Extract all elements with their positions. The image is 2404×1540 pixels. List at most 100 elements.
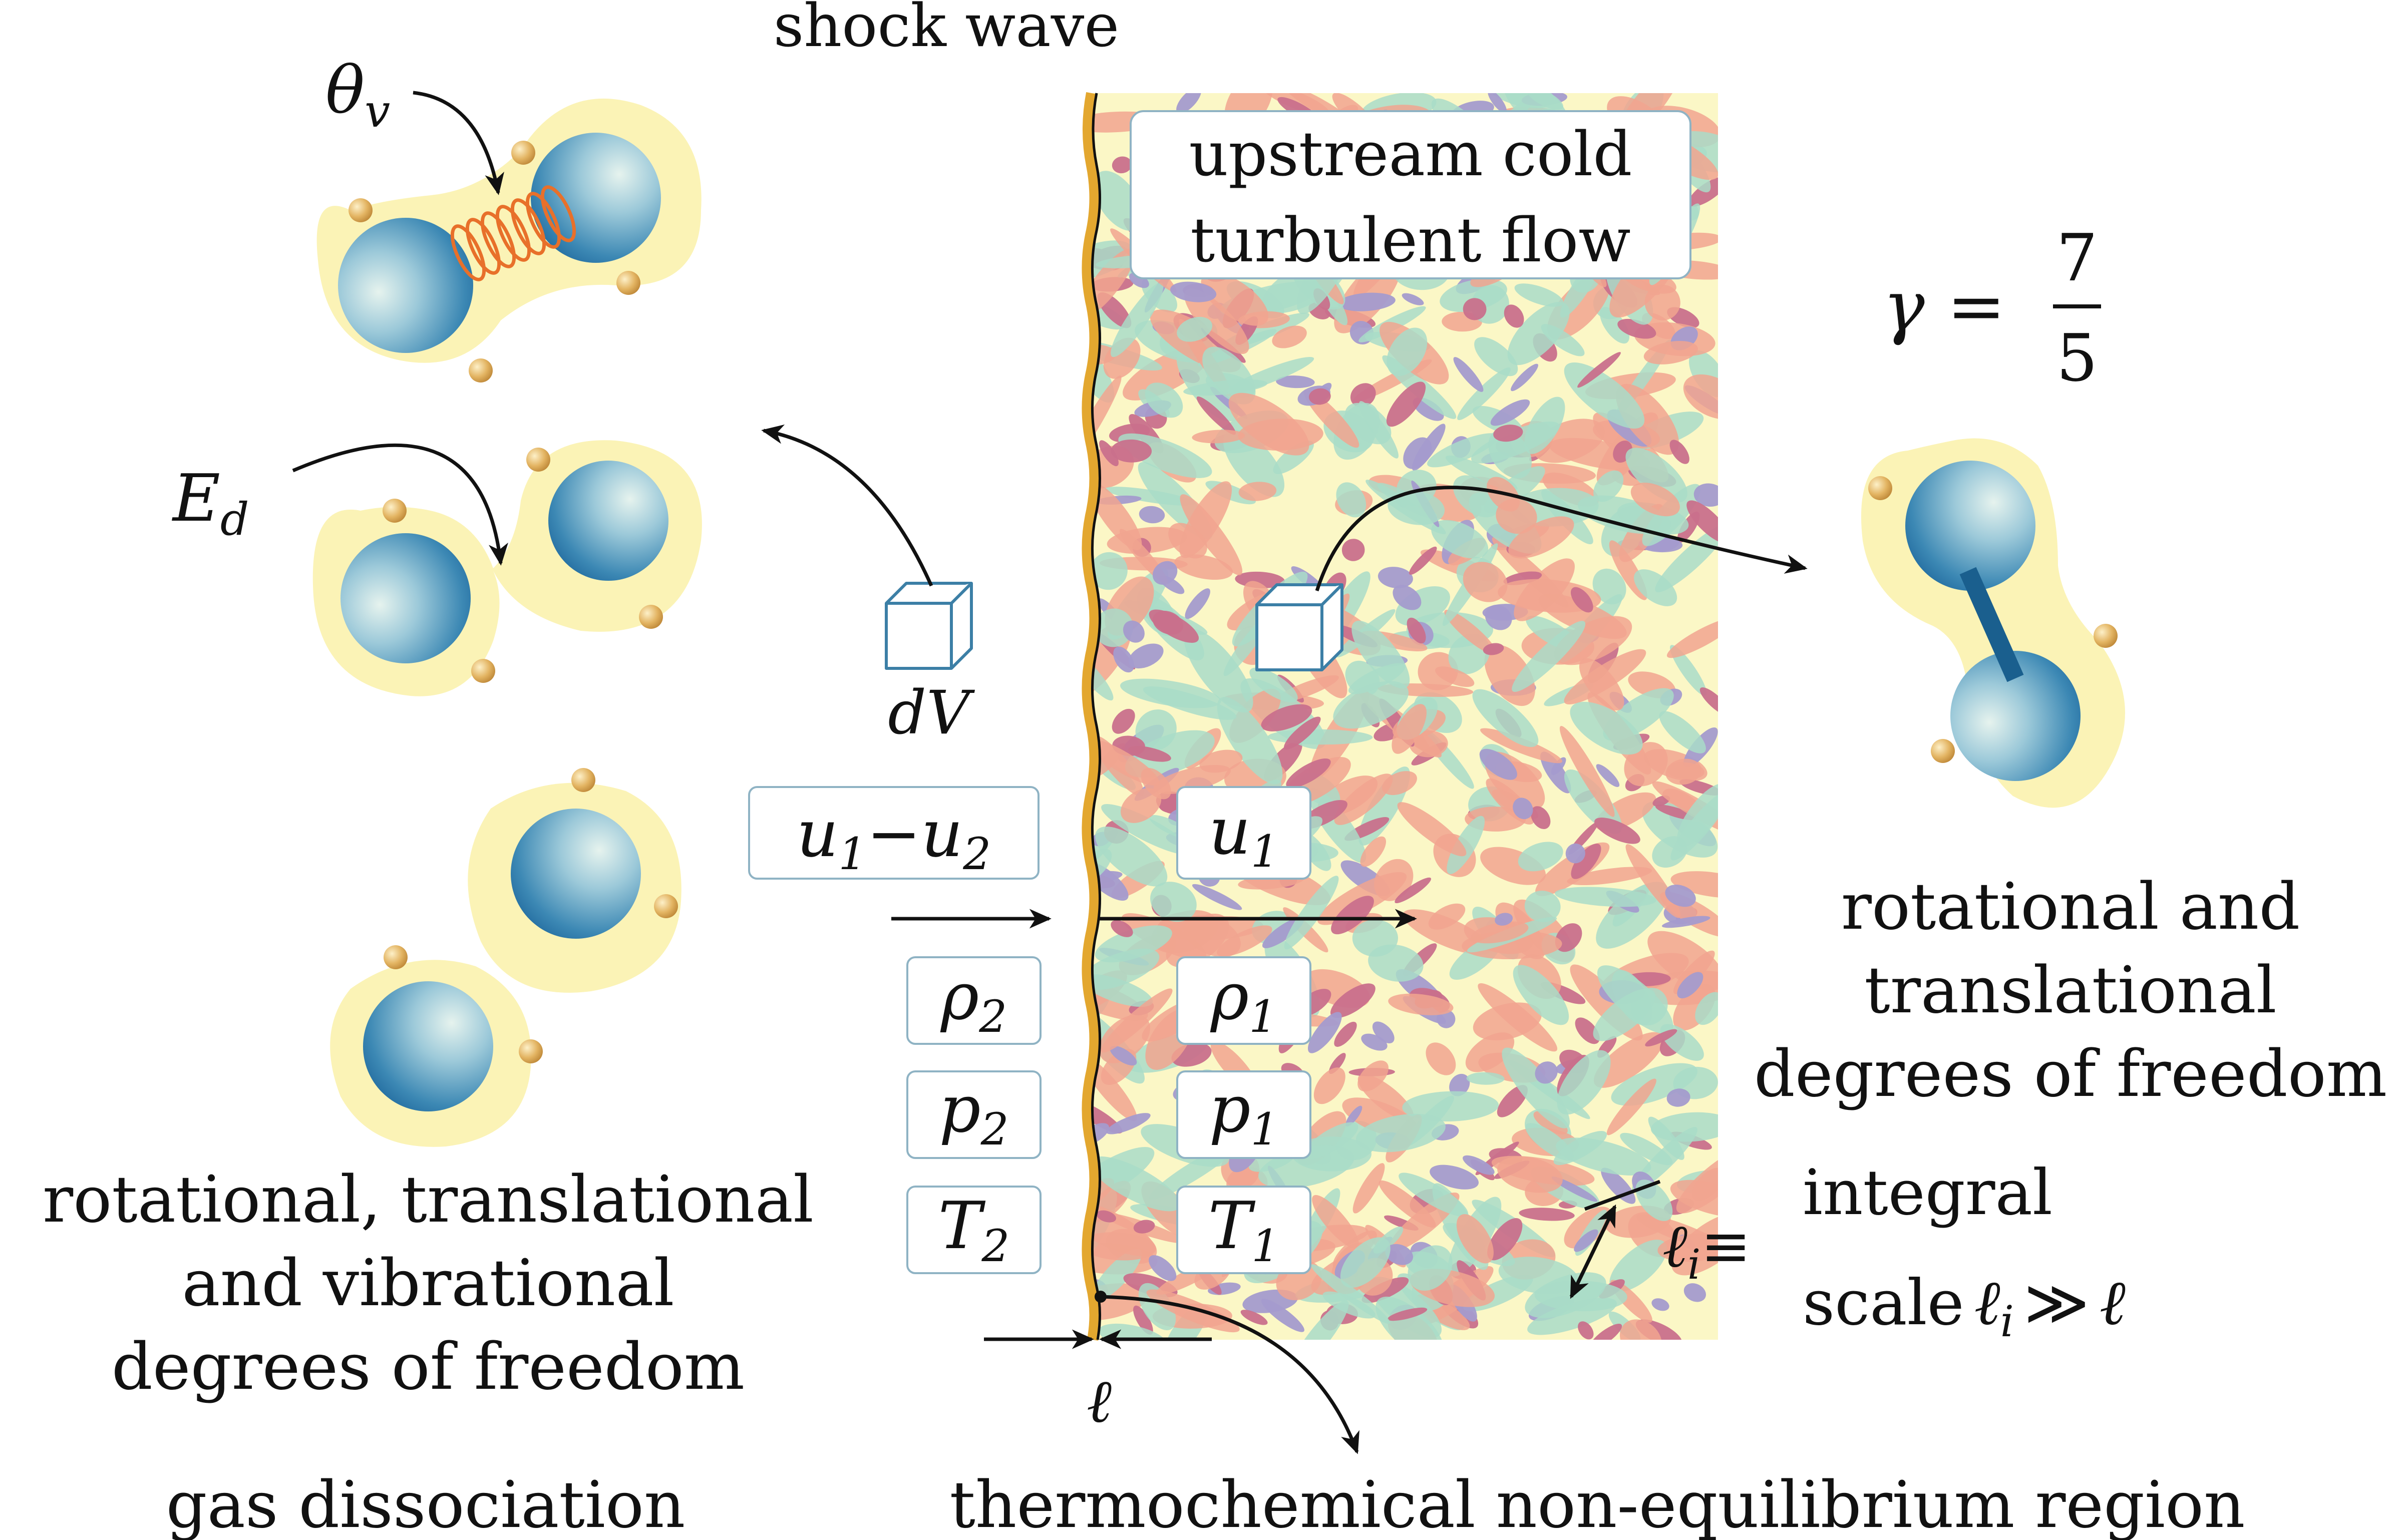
turbulence-blob [1395, 877, 1432, 904]
shock-wave-front [1082, 92, 1101, 1341]
turbulence-blob [1553, 1131, 1607, 1165]
turbulence-blob [1471, 921, 1529, 944]
turbulence-blob [1490, 399, 1530, 426]
u-diff-box: u1−u2 [748, 786, 1040, 880]
svg-text:p1: p1 [1209, 1071, 1278, 1155]
turbulence-blob [1488, 93, 1507, 113]
e-d-arrow [292, 443, 508, 566]
turbulence-blob [1402, 1091, 1499, 1121]
turbulence-blob [1387, 1307, 1428, 1321]
turbulence-blob [1666, 1088, 1690, 1107]
turbulence-blob [1426, 1042, 1456, 1075]
turbulence-blob [1360, 836, 1387, 867]
turbulence-blob [1340, 1237, 1391, 1288]
turbulence-blob [1599, 307, 1630, 344]
turbulence-blob [1249, 667, 1298, 702]
turbulence-blob [1495, 913, 1513, 926]
turbulence-blob [1463, 298, 1487, 320]
left-dof-line2: and vibrational [182, 1246, 674, 1321]
turbulence-blob [1606, 1078, 1656, 1135]
turbulence-blob [1457, 367, 1511, 421]
turbulence-blob [1217, 697, 1283, 785]
turbulence-blob [1463, 562, 1508, 602]
turbulence-blob [1589, 1324, 1622, 1340]
left-dof-line3: degrees of freedom [112, 1330, 745, 1404]
turbulence-blob [1388, 491, 1445, 525]
turbulence-blob [1513, 965, 1569, 1025]
turbulence-blob [1435, 666, 1475, 687]
turbulence-blob [1472, 689, 1539, 747]
turbulence-blob [1388, 993, 1454, 1015]
turbulence-blob [1101, 988, 1173, 1053]
turbulence-blob [1647, 931, 1718, 991]
turbulence-blob [1531, 806, 1551, 830]
turbulence-blob [1677, 972, 1703, 999]
turbulence-blob [1497, 1156, 1563, 1193]
integral-label: integral [1803, 1157, 2052, 1229]
turbulence-blob [1090, 1100, 1123, 1133]
shock-wave-label: shock wave [774, 0, 1120, 60]
turbulence-blob [1565, 843, 1585, 864]
turbulence-blob [1471, 421, 1560, 464]
turbulence-blob [1555, 887, 1656, 907]
turbulence-blob [1507, 301, 1570, 365]
turbulence-blob [1170, 281, 1217, 302]
turbulence-blob [1386, 381, 1426, 427]
turbulence-blob [1090, 1156, 1180, 1212]
turbulence-blob [1121, 788, 1162, 823]
shock-thickness-marker: ℓ [984, 1329, 1212, 1436]
turbulence-blob [1630, 483, 1680, 517]
turbulence-blob [1686, 500, 1718, 544]
gamma-symbol: γ = [1883, 266, 2005, 347]
volume-element-cube-icon [885, 582, 973, 670]
turbulence-blob [1113, 646, 1134, 673]
turbulence-blob [1692, 1168, 1718, 1201]
dissociating-molecule [312, 440, 702, 696]
turbulence-blob [1090, 482, 1142, 550]
turbulence-blob [1090, 1200, 1155, 1256]
turbulence-blob [1378, 567, 1413, 588]
turbulence-blob [1110, 1045, 1137, 1066]
turbulence-blob [1577, 352, 1621, 388]
turbulence-blob [1431, 520, 1489, 559]
upstream-label-line2: turbulent flow [1190, 205, 1630, 276]
turbulence-blob [1661, 916, 1710, 928]
turbulence-blob [1184, 629, 1253, 713]
turbulence-blob [1350, 383, 1376, 408]
turbulence-blob [1105, 487, 1196, 506]
turbulence-blob [1524, 891, 1561, 922]
turbulence-blob [1502, 1047, 1570, 1128]
turbulence-blob [1152, 561, 1178, 585]
theta-v-arrow [413, 91, 504, 195]
gamma-denominator: 5 [2056, 320, 2098, 396]
turbulence-blob [1112, 708, 1135, 734]
turbulence-blob [1227, 356, 1314, 394]
turbulence-blob [1570, 701, 1643, 755]
turbulence-blob [1177, 316, 1212, 342]
turbulence-blob [1487, 1218, 1523, 1261]
turbulence-blob [1146, 1289, 1240, 1333]
turbulence-blob [1125, 730, 1215, 778]
turbulence-blob [1284, 876, 1339, 950]
turbulence-blob [1120, 678, 1221, 708]
turbulence-blob [1111, 920, 1133, 937]
turbulence-blob [1334, 774, 1393, 825]
turbulence-blob [1456, 1214, 1494, 1264]
turbulence-blob [1413, 397, 1444, 421]
noneq-region-label: thermochemical non-equilibrium region [949, 1468, 2245, 1540]
turbulence-blob [1372, 1021, 1395, 1043]
vibrating-diatomic-molecule [316, 98, 702, 382]
turbulence-blob [1564, 769, 1622, 834]
turbulence-blob [1408, 1245, 1453, 1291]
turbulence-blob [1673, 984, 1716, 1031]
turbulence-blob [1387, 327, 1428, 376]
turbulence-blob [1123, 620, 1145, 643]
turbulence-blob [1625, 448, 1687, 503]
turbulence-blob [1176, 93, 1201, 114]
atom-sphere [338, 218, 473, 353]
turbulence-blob [1670, 1180, 1718, 1217]
turbulence-blob [1174, 554, 1233, 580]
turbulence-blob [1557, 1050, 1611, 1115]
rotating-diatomic-molecule [1861, 438, 2125, 808]
